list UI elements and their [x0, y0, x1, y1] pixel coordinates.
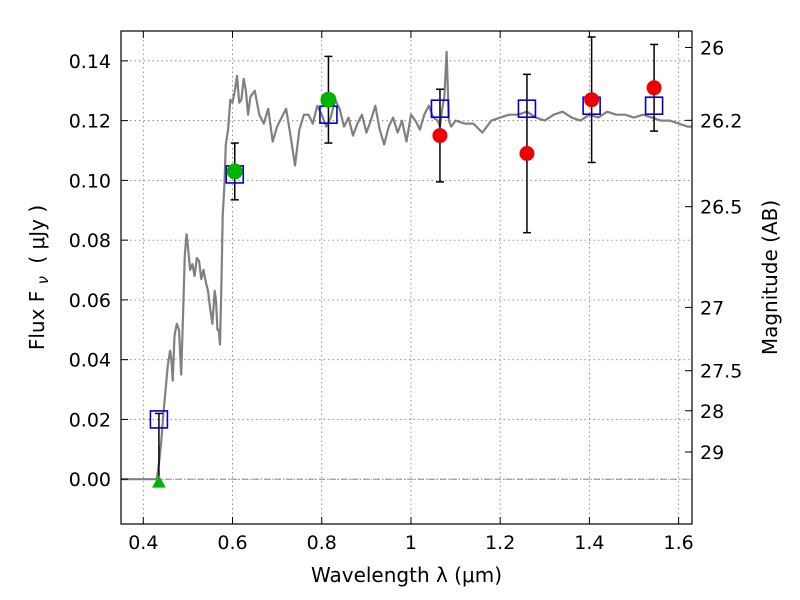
x-tick-label: 1: [405, 532, 417, 554]
model-point-square: [149, 410, 169, 429]
red-point-marker: [432, 128, 448, 144]
right-axis-tick-label: 27.5: [700, 361, 742, 383]
right-axis-tick-label: 28: [700, 401, 724, 423]
y-tick-label: 0.08: [69, 230, 111, 252]
upper-limit-triangle: [152, 475, 166, 488]
red-point-marker: [519, 146, 535, 162]
y-tick-label: 0.10: [69, 170, 111, 192]
grid: [121, 31, 692, 524]
model-spectrum: [121, 50, 692, 481]
model-spectrum-line: [121, 50, 692, 481]
y-tick-label: 0.04: [69, 350, 111, 372]
x-tick-label: 1.6: [664, 532, 694, 554]
x-tick-label: 0.6: [217, 532, 247, 554]
y-axis-label-subscript: ν: [34, 276, 52, 284]
right-axis-tick-label: 26: [700, 37, 724, 59]
y-axis-label-unit: ( μJy ): [25, 205, 49, 264]
y-tick-label: 0.14: [69, 51, 111, 73]
x-tick-label: 0.8: [307, 532, 337, 554]
right-axis-tick-label: 27: [700, 297, 724, 319]
x-tick-label: 0.4: [128, 532, 158, 554]
green-point-marker: [320, 91, 337, 108]
y-axis-label-main: Flux F: [25, 291, 49, 350]
model-point-square: [644, 96, 664, 115]
x-axis-label: Wavelength λ (μm): [311, 563, 502, 587]
y-tick-label: 0.00: [69, 469, 111, 491]
red-point-marker: [584, 92, 600, 108]
y-tick-label: 0.06: [69, 290, 111, 312]
y-tick-label: 0.12: [69, 111, 111, 133]
model-point-square: [517, 99, 537, 118]
plot-frame: [120, 30, 693, 525]
x-tick-label: 1.4: [574, 532, 604, 554]
y-tick-label: 0.02: [69, 409, 111, 431]
right-axis-tick-label: 26.2: [700, 110, 742, 132]
green-point-marker: [226, 163, 243, 180]
red-point-marker: [646, 80, 662, 96]
right-axis-tick-label: 29: [700, 442, 724, 464]
axis-ticks: 0.4 0.6 0.8 1 1.2 1.4 1.6 0.00 0.02 0.04 0.06 0.08 0…: [69, 31, 742, 554]
y-axis-label: Flux F ν ( μJy ): [25, 205, 53, 350]
model-point-square: [430, 99, 450, 118]
x-tick-label: 1.2: [485, 532, 515, 554]
right-axis-tick-label: 26.5: [700, 197, 742, 219]
data-points: [149, 36, 664, 488]
right-axis-label: Magnitude (AB): [758, 200, 782, 355]
